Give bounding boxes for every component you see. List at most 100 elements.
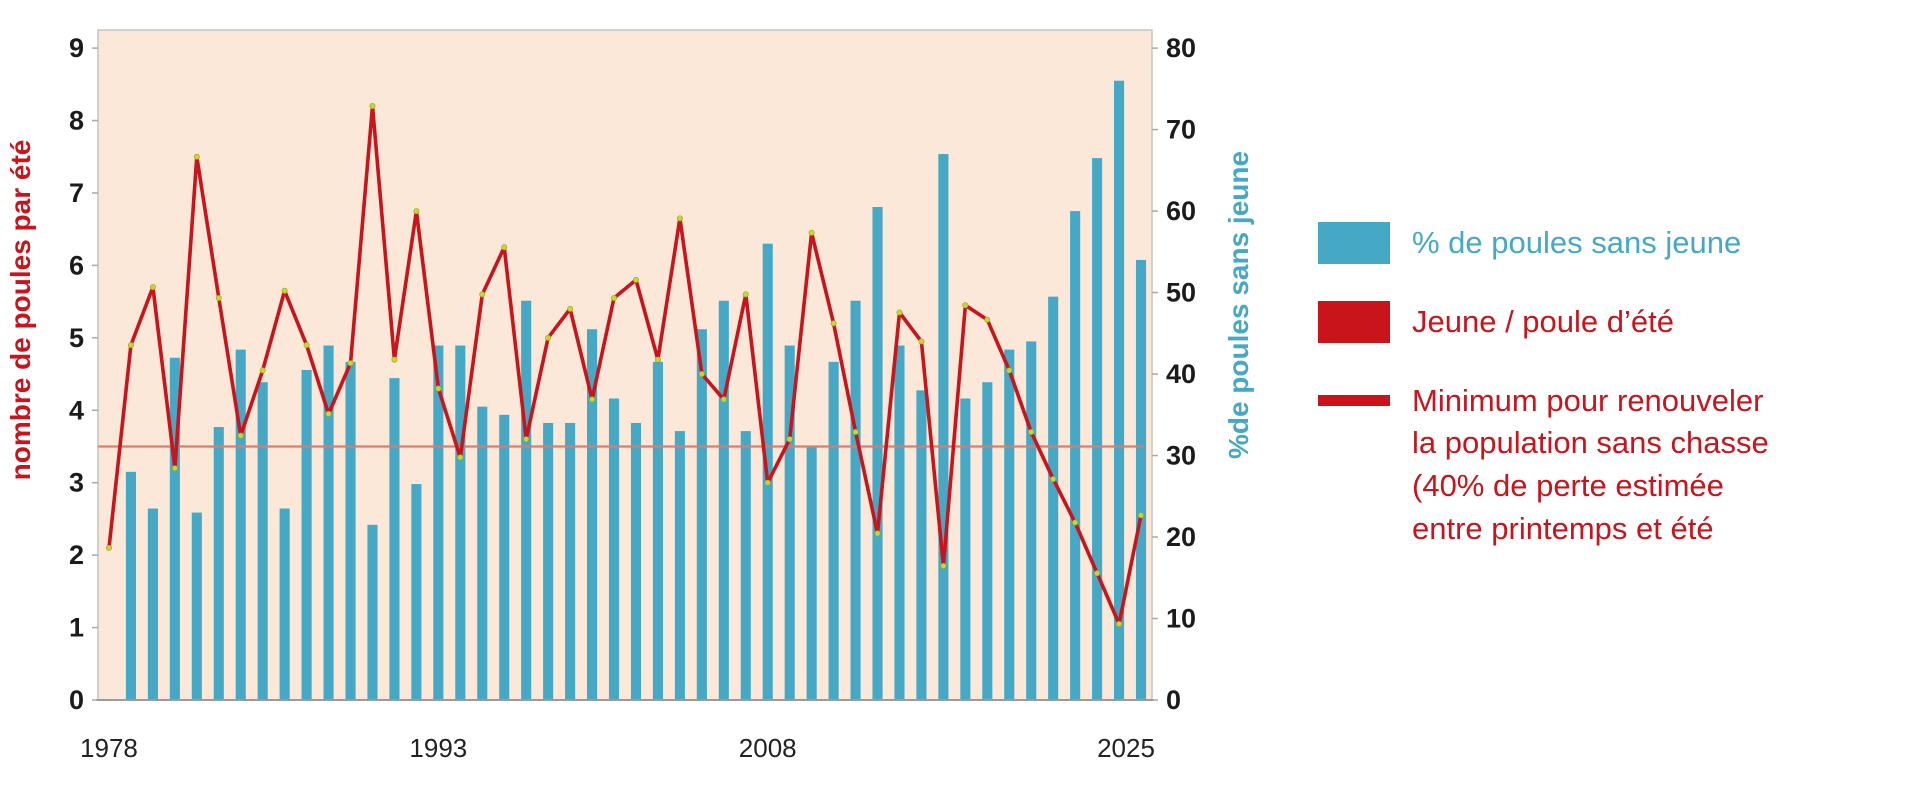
- marker-1980: [149, 284, 156, 291]
- bar-1998: [543, 422, 554, 700]
- marker-2010: [808, 229, 815, 236]
- bar-1994: [455, 345, 466, 700]
- bar-2014: [894, 345, 905, 700]
- bar-2015: [916, 390, 927, 700]
- left-tick-label: 3: [69, 468, 84, 498]
- bar-1999: [565, 422, 576, 700]
- bar-1982: [191, 512, 202, 700]
- bar-2012: [850, 300, 861, 700]
- bar-1985: [257, 382, 268, 700]
- minimum-line-swatch: [1318, 394, 1390, 406]
- bar-series-swatch: [1318, 222, 1390, 264]
- marker-1978: [105, 544, 112, 551]
- marker-1984: [237, 432, 244, 439]
- bar-1980: [147, 508, 158, 700]
- line-series-swatch: [1318, 300, 1390, 343]
- bar-1992: [411, 484, 422, 700]
- bar-1993: [433, 345, 444, 700]
- x-tick-label: 2025: [1097, 733, 1155, 763]
- left-tick-label: 8: [69, 106, 84, 136]
- bar-1997: [521, 300, 532, 700]
- bar-2004: [674, 431, 685, 700]
- marker-2004: [676, 215, 683, 222]
- bar-1996: [499, 414, 510, 700]
- bar-2022: [1070, 211, 1081, 700]
- marker-1992: [413, 208, 420, 215]
- marker-2021: [1050, 476, 1057, 483]
- marker-1979: [127, 342, 134, 349]
- marker-2007: [742, 291, 749, 298]
- marker-2023: [1094, 570, 1101, 577]
- legend-item-line: Jeune / poule d’été: [1318, 300, 1769, 344]
- marker-1991: [391, 356, 398, 363]
- legend-item-bars: % de poules sans jeune: [1318, 222, 1769, 265]
- bar-2017: [960, 398, 971, 700]
- left-tick-label: 0: [69, 685, 84, 715]
- left-axis-title: nombre de poules par été: [5, 140, 36, 481]
- bar-1984: [235, 349, 246, 700]
- marker-2016: [940, 562, 947, 569]
- marker-2013: [874, 530, 881, 537]
- marker-1988: [325, 410, 332, 417]
- bar-1995: [477, 406, 488, 700]
- marker-2015: [918, 338, 925, 345]
- legend: % de poules sans jeune Jeune / poule d’é…: [1318, 222, 1769, 551]
- left-tick-label: 1: [69, 613, 84, 643]
- marker-2020: [1028, 428, 1035, 435]
- marker-2018: [984, 316, 991, 323]
- marker-2025: [1138, 512, 1145, 519]
- left-tick-label: 2: [69, 540, 84, 570]
- legend-item-minimum: Minimum pour renouveler la population sa…: [1318, 380, 1769, 551]
- marker-2002: [632, 276, 639, 283]
- marker-2012: [852, 428, 859, 435]
- left-tick-label: 9: [69, 33, 84, 63]
- legend-label-minimum: Minimum pour renouveler la population sa…: [1412, 382, 1769, 546]
- bar-1979: [125, 471, 136, 700]
- plot-background: [97, 29, 1153, 701]
- marker-2019: [1006, 367, 1013, 374]
- right-tick-label: 10: [1166, 604, 1196, 634]
- combo-chart: 0 1 2 3 4 5 6 7 8 9 0 10 20 30 40 50 60 70 80 1978 1993 2008 2…: [5, 29, 1254, 763]
- bar-2016: [938, 154, 949, 701]
- bar-2010: [806, 447, 817, 700]
- bar-1981: [169, 357, 180, 700]
- bar-2001: [608, 398, 620, 700]
- bar-2021: [1048, 296, 1059, 700]
- marker-2017: [962, 302, 969, 309]
- marker-1987: [303, 342, 310, 349]
- bar-1990: [367, 524, 378, 700]
- right-axis-title: %de poules sans jeune: [1223, 151, 1254, 459]
- bar-2000: [587, 329, 598, 700]
- marker-1983: [215, 294, 222, 301]
- bar-1986: [279, 508, 290, 700]
- left-tick-label: 4: [69, 395, 84, 425]
- bar-1983: [213, 427, 224, 700]
- bar-2024: [1114, 80, 1125, 701]
- marker-1981: [171, 465, 178, 472]
- x-tick-label: 1978: [80, 733, 138, 763]
- marker-2006: [720, 396, 727, 403]
- marker-2001: [611, 294, 618, 301]
- marker-1999: [567, 305, 574, 312]
- marker-2005: [698, 371, 705, 378]
- marker-1993: [435, 385, 442, 392]
- bar-2019: [1004, 349, 1015, 700]
- bar-2023: [1092, 158, 1103, 700]
- line-series: [107, 104, 1143, 626]
- bar-1991: [389, 378, 400, 700]
- marker-1994: [457, 454, 464, 461]
- marker-2008: [764, 479, 771, 486]
- bar-2018: [982, 382, 993, 700]
- right-tick-label: 60: [1166, 196, 1196, 226]
- marker-1985: [259, 367, 266, 374]
- bar-2025: [1135, 259, 1147, 700]
- marker-2024: [1116, 620, 1123, 627]
- right-tick-label: 20: [1166, 522, 1196, 552]
- legend-label-line: Jeune / poule d’été: [1412, 303, 1674, 339]
- marker-2003: [654, 356, 661, 363]
- bar-2009: [784, 345, 795, 700]
- legend-label-bars: % de poules sans jeune: [1412, 225, 1742, 260]
- bar-2013: [872, 207, 883, 700]
- right-tick-label: 40: [1166, 359, 1196, 389]
- marker-1997: [523, 436, 530, 443]
